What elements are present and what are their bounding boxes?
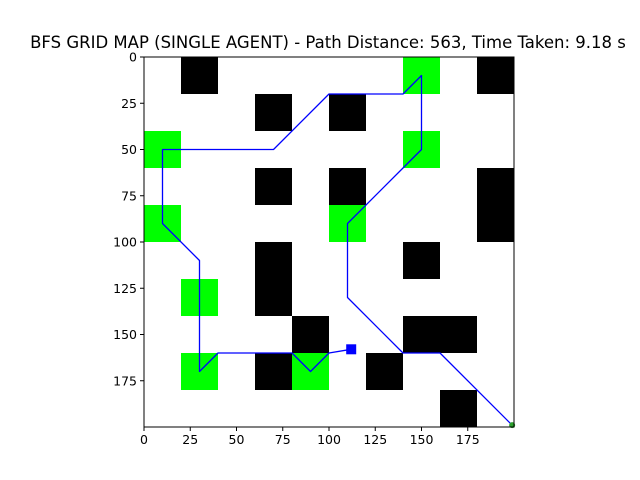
obstacle-cell-9 <box>403 242 440 279</box>
obstacle-cell-0 <box>181 57 218 94</box>
obstacle-cell-16 <box>440 390 477 427</box>
y-tick-label-5: 125 <box>113 281 137 296</box>
x-tick-label-0: 0 <box>140 432 148 447</box>
obstacle-cell-3 <box>329 94 366 131</box>
obstacle-cell-7 <box>477 205 514 242</box>
bfs-path-line <box>161 74 513 426</box>
obstacle-cell-12 <box>403 316 440 353</box>
x-tick-label-1: 25 <box>182 432 198 447</box>
obstacle-cell-2 <box>255 94 292 131</box>
y-tick-label-2: 50 <box>121 142 137 157</box>
obstacle-cell-15 <box>366 353 403 390</box>
obstacle-cell-11 <box>292 316 329 353</box>
chart-title: BFS GRID MAP (SINGLE AGENT) - Path Dista… <box>30 33 626 52</box>
y-tick-label-7: 175 <box>113 373 137 388</box>
obstacle-cell-10 <box>255 279 292 316</box>
x-axis-ticks: 0 25 50 75 100 125 150 175 <box>140 427 480 447</box>
x-tick-label-6: 150 <box>410 432 434 447</box>
obstacle-cell-6 <box>477 168 514 205</box>
y-tick-label-3: 75 <box>121 188 137 203</box>
agent-marker <box>346 344 357 355</box>
x-tick-label-7: 175 <box>456 432 480 447</box>
obstacle-cell-14 <box>255 353 292 390</box>
obstacle-cell-8 <box>255 242 292 279</box>
y-tick-label-1: 25 <box>121 96 137 111</box>
y-tick-label-4: 100 <box>113 235 137 250</box>
x-tick-label-4: 100 <box>317 432 341 447</box>
obstacle-cell-1 <box>477 57 514 94</box>
obstacle-cell-4 <box>255 168 292 205</box>
x-tick-label-5: 125 <box>363 432 387 447</box>
path-layer <box>161 74 513 426</box>
y-tick-label-0: 0 <box>129 50 137 65</box>
obstacle-cell-13 <box>440 316 477 353</box>
x-tick-label-3: 75 <box>275 432 291 447</box>
obstacle-cell-5 <box>329 168 366 205</box>
x-tick-label-2: 50 <box>229 432 245 447</box>
y-tick-label-6: 150 <box>113 327 137 342</box>
y-axis-ticks: 0 25 50 75 100 125 150 175 <box>113 50 144 388</box>
